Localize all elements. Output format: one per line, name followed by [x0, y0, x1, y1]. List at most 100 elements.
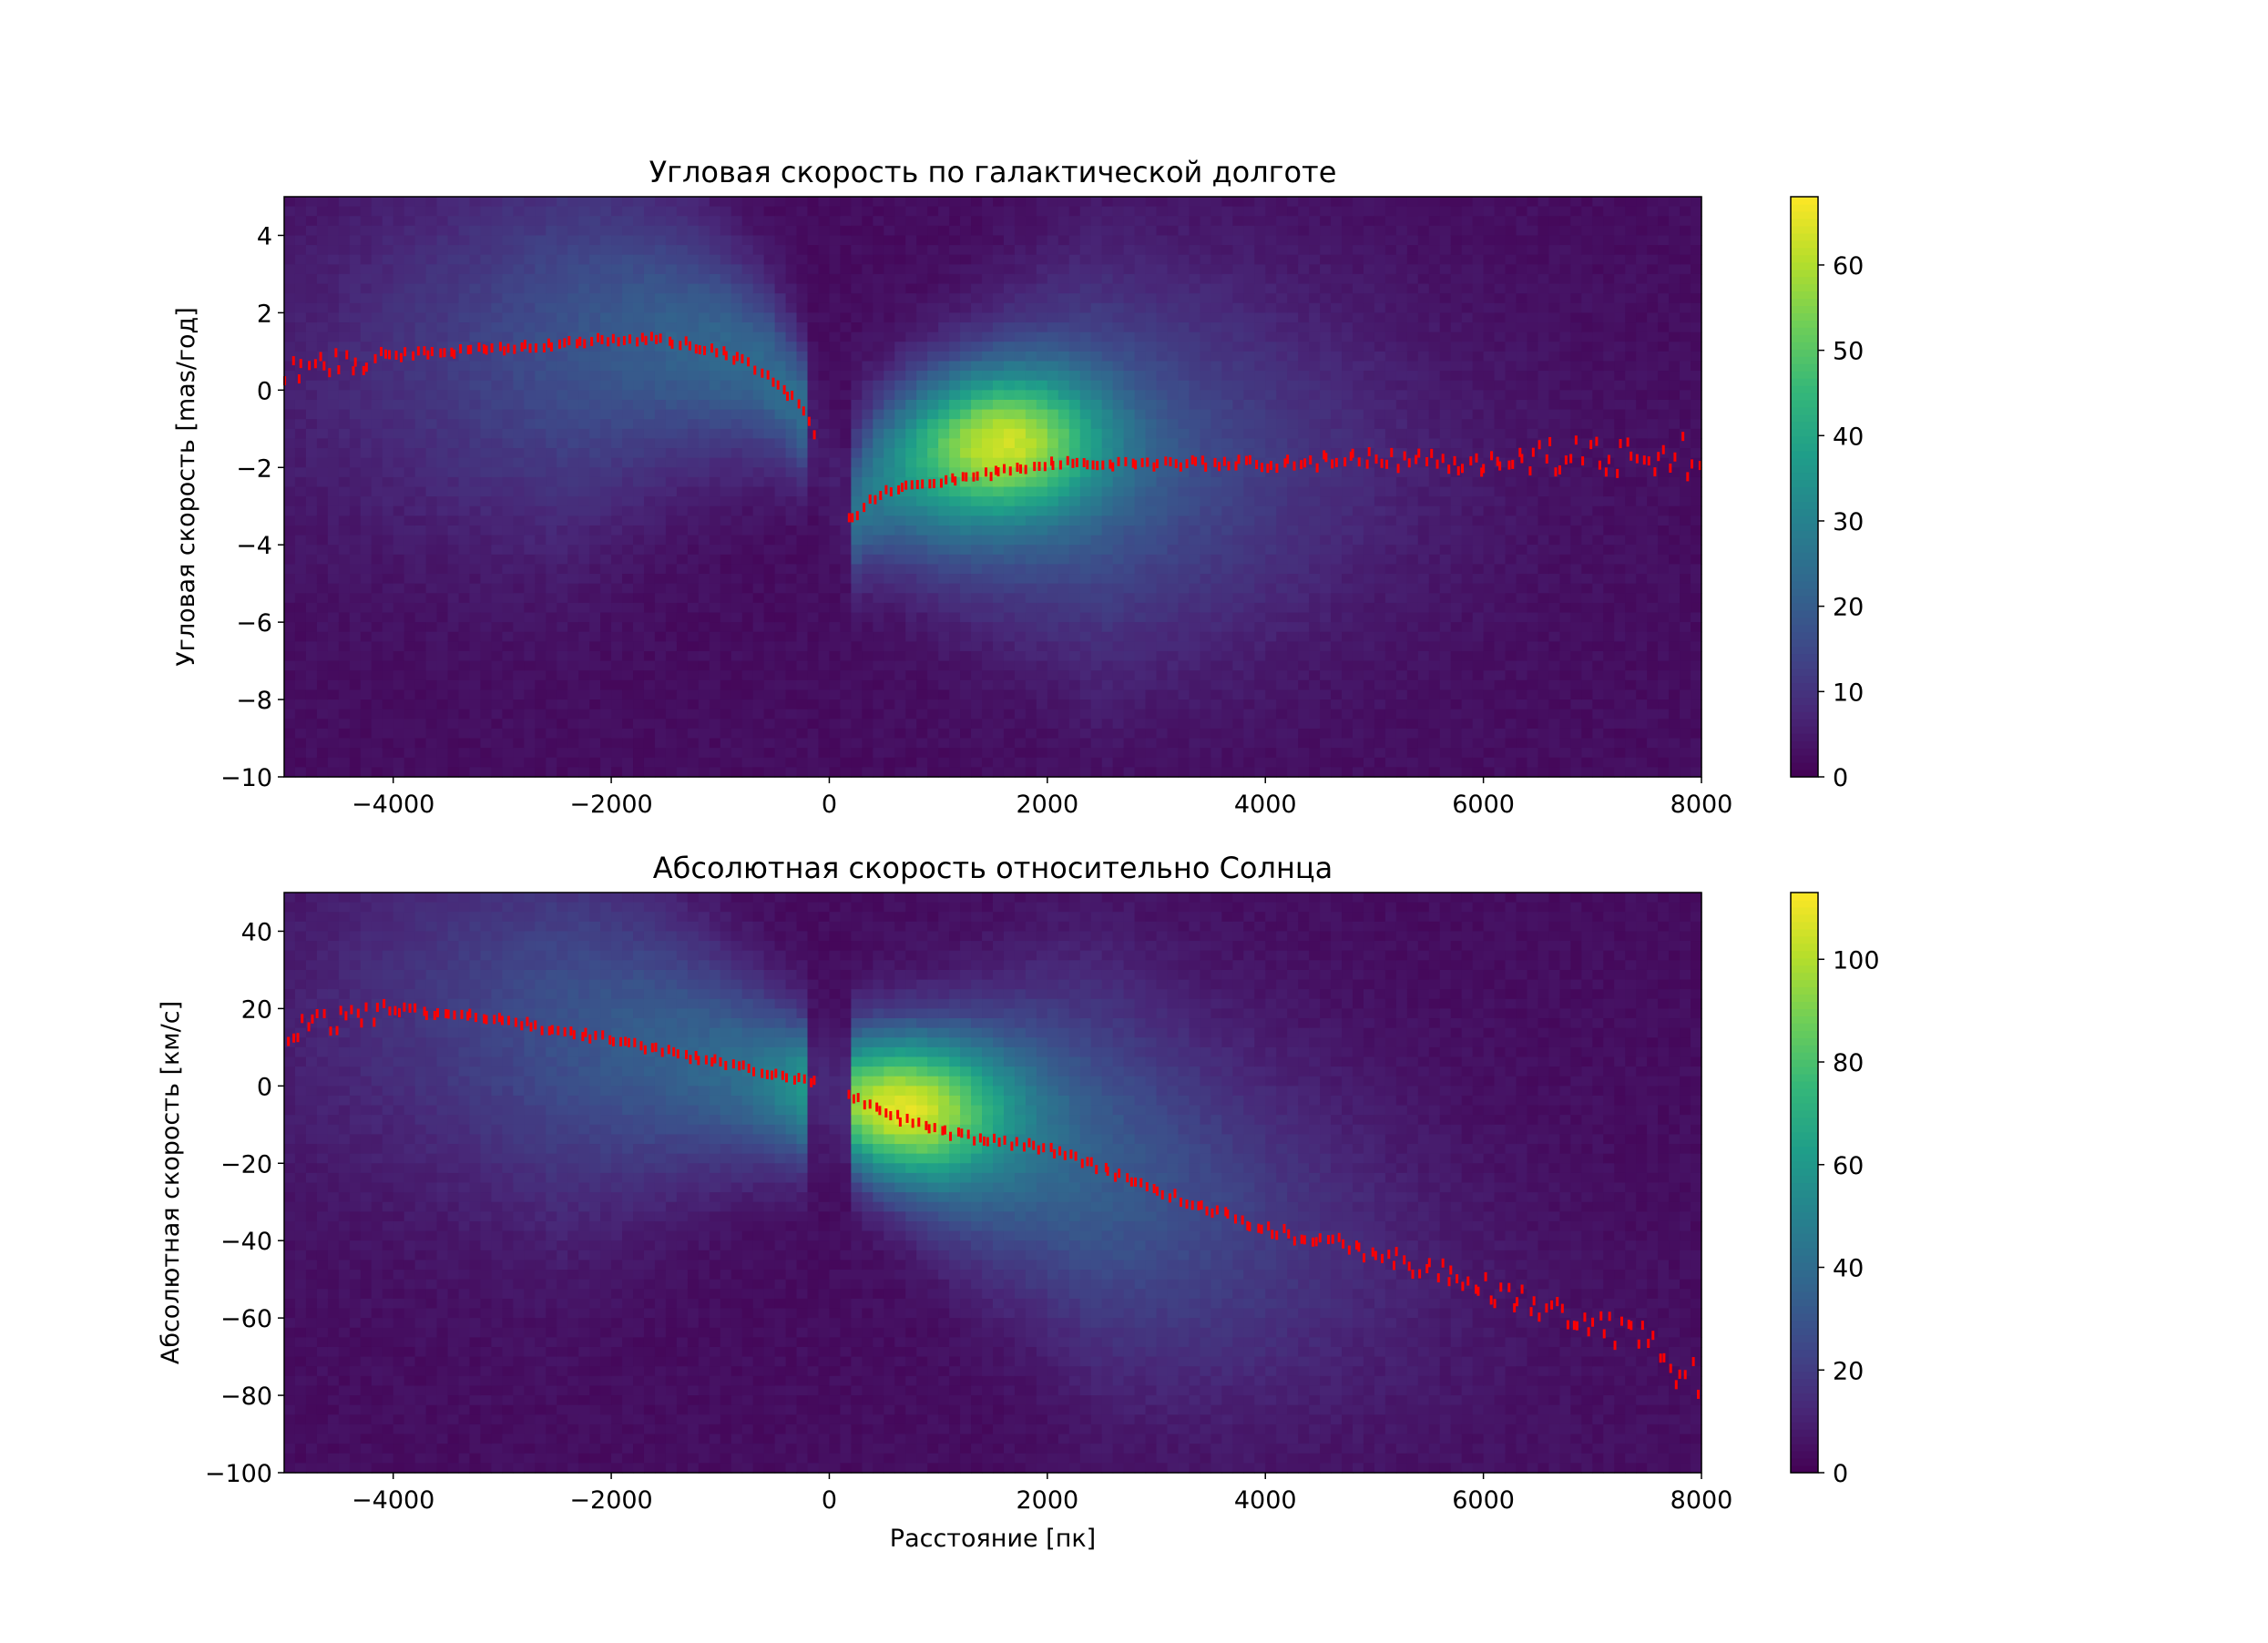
- heatmap-cell: [1079, 574, 1092, 585]
- heatmap-cell: [894, 525, 906, 536]
- heatmap-cell: [676, 602, 689, 614]
- heatmap-cell: [1156, 679, 1169, 691]
- heatmap-cell: [687, 719, 700, 730]
- heatmap-cell: [665, 428, 678, 440]
- heatmap-cell: [447, 302, 460, 313]
- heatmap-cell: [993, 515, 1005, 526]
- heatmap-cell: [447, 467, 460, 478]
- heatmap-cell: [1145, 409, 1158, 420]
- heatmap-cell: [840, 467, 852, 478]
- heatmap-cell: [763, 631, 776, 642]
- heatmap-cell: [1003, 273, 1016, 285]
- heatmap-cell: [840, 399, 852, 411]
- heatmap-cell: [840, 631, 852, 642]
- heatmap-cell: [1090, 225, 1103, 237]
- heatmap-cell: [1123, 650, 1136, 662]
- heatmap-cell: [1189, 225, 1201, 237]
- heatmap-cell: [414, 602, 427, 614]
- heatmap-cell: [709, 728, 721, 740]
- heatmap-cell: [1178, 399, 1190, 411]
- heatmap-cell: [611, 564, 623, 575]
- heatmap-cell: [458, 525, 471, 536]
- heatmap-cell: [862, 342, 873, 352]
- heatmap-cell: [316, 467, 329, 478]
- heatmap-cell: [1156, 728, 1169, 740]
- heatmap-cell: [1101, 322, 1114, 333]
- heatmap-cell: [1047, 409, 1059, 420]
- heatmap-cell: [709, 602, 721, 614]
- heatmap-cell: [1178, 515, 1190, 526]
- heatmap-cell: [741, 757, 754, 768]
- heatmap-cell: [622, 505, 634, 516]
- heatmap-cell: [1178, 264, 1190, 275]
- heatmap-cell: [643, 409, 656, 420]
- heatmap-cell: [851, 583, 863, 594]
- heatmap-cell: [709, 738, 721, 749]
- heatmap-cell: [938, 399, 950, 411]
- heatmap-cell: [654, 650, 667, 662]
- heatmap-cell: [1123, 264, 1136, 275]
- heatmap-cell: [524, 486, 536, 497]
- heatmap-cell: [546, 351, 557, 362]
- heatmap-cell: [752, 312, 765, 323]
- heatmap-cell: [884, 728, 895, 740]
- heatmap-cell: [687, 342, 700, 352]
- heatmap-cell: [643, 302, 656, 313]
- heatmap-cell: [1079, 689, 1092, 700]
- heatmap-cell: [698, 225, 710, 237]
- heatmap-cell: [404, 679, 416, 691]
- heatmap-cell: [1156, 525, 1169, 536]
- heatmap-cell: [611, 399, 623, 411]
- heatmap-cell: [327, 216, 340, 227]
- heatmap-cell: [763, 361, 776, 372]
- heatmap-cell: [916, 254, 928, 265]
- heatmap-cell: [643, 631, 656, 642]
- heatmap-cell: [546, 245, 557, 256]
- heatmap-cell: [1167, 554, 1180, 566]
- heatmap-cell: [1101, 235, 1114, 246]
- heatmap-cell: [567, 273, 579, 285]
- heatmap-cell: [1101, 496, 1114, 507]
- heatmap-cell: [1101, 225, 1114, 237]
- heatmap-cell: [1178, 593, 1190, 604]
- heatmap-cell: [1057, 361, 1070, 372]
- heatmap-cell: [796, 545, 809, 556]
- heatmap-cell: [840, 371, 852, 382]
- heatmap-cell: [927, 622, 939, 633]
- heatmap-cell: [1068, 612, 1081, 623]
- heatmap-cell: [305, 699, 318, 710]
- heatmap-cell: [600, 399, 612, 411]
- heatmap-cell: [360, 409, 373, 420]
- heatmap-cell: [654, 283, 667, 294]
- heatmap-cell: [1025, 535, 1037, 546]
- heatmap-cell: [1123, 283, 1136, 294]
- heatmap-cell: [589, 728, 601, 740]
- heatmap-cell: [905, 545, 917, 556]
- heatmap-cell: [1090, 419, 1103, 430]
- heatmap-cell: [1036, 679, 1048, 691]
- heatmap-cell: [1090, 689, 1103, 700]
- heatmap-cell: [305, 371, 318, 382]
- heatmap-cell: [284, 293, 296, 304]
- heatmap-cell: [294, 699, 307, 710]
- heatmap-cell: [1025, 631, 1037, 642]
- heatmap-cell: [611, 273, 623, 285]
- heatmap-cell: [1014, 748, 1027, 759]
- heatmap-cell: [327, 535, 340, 546]
- heatmap-cell: [458, 254, 471, 265]
- heatmap-cell: [1167, 650, 1180, 662]
- heatmap-cell: [480, 650, 493, 662]
- heatmap-cell: [720, 641, 732, 652]
- heatmap-cell: [741, 641, 754, 652]
- heatmap-cell: [425, 670, 438, 681]
- heatmap-cell: [1178, 371, 1190, 382]
- heatmap-cell: [643, 719, 656, 730]
- heatmap-cell: [524, 641, 536, 652]
- heatmap-cell: [1068, 545, 1081, 556]
- heatmap-cell: [578, 254, 590, 265]
- heatmap-cell: [709, 225, 721, 237]
- heatmap-cell: [1156, 419, 1169, 430]
- heatmap-cell: [774, 757, 787, 768]
- heatmap-cell: [884, 631, 895, 642]
- heatmap-cell: [294, 332, 307, 342]
